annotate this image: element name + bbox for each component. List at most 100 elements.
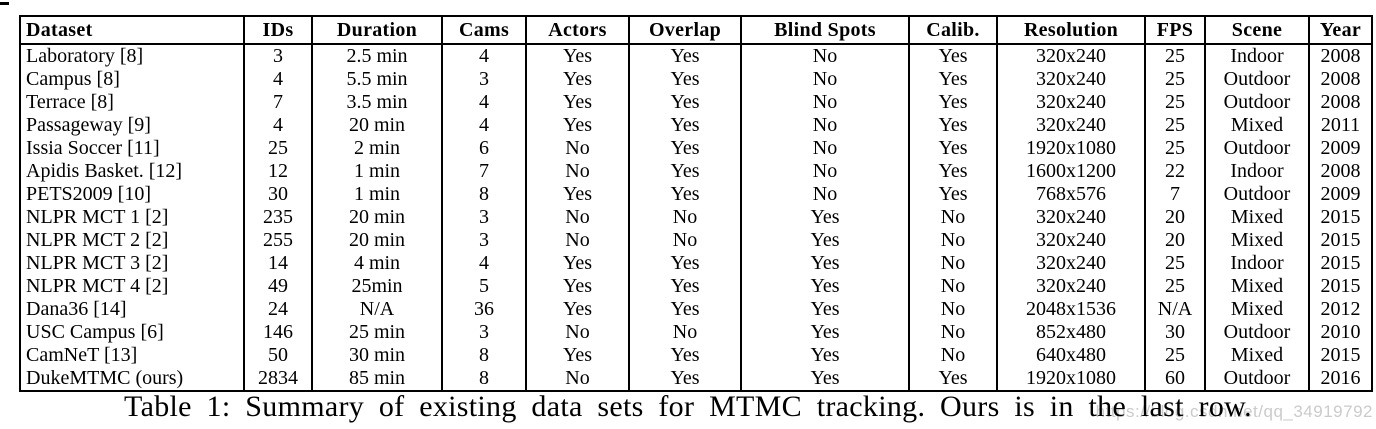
table-cell: 49 [243, 275, 313, 298]
table-cell: Outdoor [1204, 321, 1310, 344]
table-cell: 85 min [311, 367, 443, 391]
table-cell: 3 [441, 68, 527, 91]
table-cell: 3 [243, 44, 313, 68]
table-cell: 25 [1144, 137, 1206, 160]
table-cell: Yes [908, 44, 998, 68]
table-cell: Yes [908, 367, 998, 391]
column-header: IDs [243, 16, 313, 45]
table-cell: 12 [243, 160, 313, 183]
table-cell: Yes [740, 275, 910, 298]
table-row: NLPR MCT 3 [2] 14 4 min 4 Yes Yes Yes No 320x240… [19, 252, 1373, 275]
table-cell: No [908, 275, 998, 298]
column-header: Overlap [628, 16, 742, 45]
table-cell: 36 [441, 298, 527, 321]
table-cell: Yes [628, 160, 742, 183]
table-cell: No [740, 68, 910, 91]
table-cell: Yes [525, 183, 630, 206]
table-cell: Yes [628, 68, 742, 91]
table-cell: 25 min [311, 321, 443, 344]
table-cell: Outdoor [1204, 137, 1310, 160]
column-header: Blind Spots [740, 16, 910, 45]
table-cell: 6 [441, 137, 527, 160]
table-cell: 25 [243, 137, 313, 160]
table-cell: 2015 [1308, 275, 1373, 298]
table-cell: Yes [628, 252, 742, 275]
table-cell: No [740, 137, 910, 160]
table-cell: 8 [441, 344, 527, 367]
table-cell: Outdoor [1204, 183, 1310, 206]
table-cell: No [740, 91, 910, 114]
table-cell: Yes [628, 275, 742, 298]
table-cell: 4 [441, 252, 527, 275]
table-cell: Yes [628, 44, 742, 68]
table-cell: Outdoor [1204, 68, 1310, 91]
table-row: DukeMTMC (ours) 2834 85 min 8 No Yes Yes Yes 192… [19, 367, 1373, 391]
table-cell: 2 min [311, 137, 443, 160]
table-row: Apidis Basket. [12] 12 1 min 7 No Yes No Yes 160… [19, 160, 1373, 183]
table-cell: 1 min [311, 183, 443, 206]
table-cell: Laboratory [8] [19, 44, 245, 68]
table-cell: NLPR MCT 2 [2] [19, 229, 245, 252]
column-header: FPS [1144, 16, 1206, 45]
table-cell: 25 [1144, 344, 1206, 367]
table-cell: 7 [243, 91, 313, 114]
table-cell: Yes [908, 183, 998, 206]
table-cell: 25 [1144, 91, 1206, 114]
header-row: Dataset IDs Duration Cams Actors Overlap Blind… [19, 16, 1373, 45]
table-cell: 1920x1080 [996, 137, 1146, 160]
table-cell: Yes [740, 252, 910, 275]
table-cell: Campus [8] [19, 68, 245, 91]
table-cell: 768x576 [996, 183, 1146, 206]
table-cell: 2008 [1308, 91, 1373, 114]
table-cell: 320x240 [996, 206, 1146, 229]
table-cell: Indoor [1204, 252, 1310, 275]
table-cell: 3 [441, 321, 527, 344]
table-caption: Table 1: Summary of existing data sets f… [124, 390, 1252, 423]
table-cell: 2011 [1308, 114, 1373, 137]
table-cell: Yes [740, 367, 910, 391]
table-cell: Yes [525, 91, 630, 114]
table-cell: No [908, 344, 998, 367]
table-cell: 4 [441, 91, 527, 114]
table-cell: Indoor [1204, 44, 1310, 68]
table-cell: No [525, 137, 630, 160]
table-cell: 8 [441, 367, 527, 391]
table-cell: Mixed [1204, 229, 1310, 252]
table-cell: Mixed [1204, 206, 1310, 229]
table-cell: No [740, 44, 910, 68]
table-cell: Yes [628, 298, 742, 321]
table-cell: 30 [243, 183, 313, 206]
table-cell: 5.5 min [311, 68, 443, 91]
table-cell: 146 [243, 321, 313, 344]
table-cell: 2048x1536 [996, 298, 1146, 321]
table-cell: 50 [243, 344, 313, 367]
table-cell: Outdoor [1204, 367, 1310, 391]
table-cell: 3 [441, 229, 527, 252]
table-cell: 20 min [311, 206, 443, 229]
table-cell: Yes [740, 321, 910, 344]
table-cell: No [908, 321, 998, 344]
table-cell: 20 min [311, 114, 443, 137]
table-cell: 5 [441, 275, 527, 298]
table-cell: 320x240 [996, 44, 1146, 68]
table-cell: No [740, 114, 910, 137]
table-cell: 22 [1144, 160, 1206, 183]
table-cell: 4 [243, 68, 313, 91]
table-cell: 3.5 min [311, 91, 443, 114]
table-cell: Mixed [1204, 344, 1310, 367]
table-row: Dana36 [14] 24 N/A 36 Yes Yes Yes No 2048x1536 N/… [19, 298, 1373, 321]
table-cell: 30 [1144, 321, 1206, 344]
table-cell: 4 [441, 114, 527, 137]
column-header: Actors [525, 16, 630, 45]
table-cell: 640x480 [996, 344, 1146, 367]
table-cell: 852x480 [996, 321, 1146, 344]
table-cell: 255 [243, 229, 313, 252]
table-cell: 2008 [1308, 160, 1373, 183]
crop-artifact-dash [0, 2, 9, 5]
table-cell: 4 [441, 44, 527, 68]
table-row: Campus [8] 4 5.5 min 3 Yes Yes No Yes 320x240 25 O… [19, 68, 1373, 91]
table-cell: No [908, 252, 998, 275]
table-cell: 25 [1144, 275, 1206, 298]
table-cell: Yes [525, 252, 630, 275]
table-cell: NLPR MCT 1 [2] [19, 206, 245, 229]
